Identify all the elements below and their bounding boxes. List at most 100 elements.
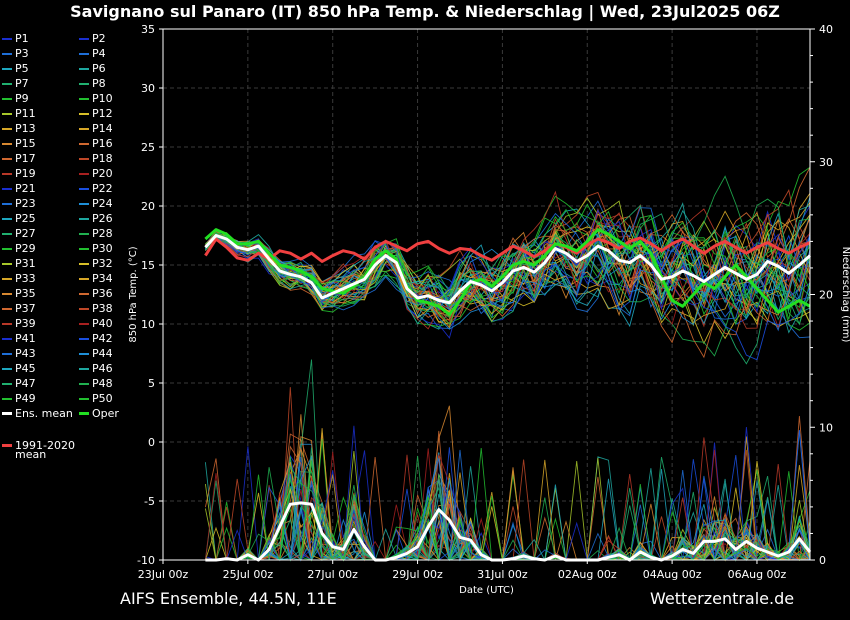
x-tick-label: 29Jul 00z (392, 568, 443, 581)
legend-item-p15-label: P15 (15, 137, 36, 150)
legend-item-p1: P1 (2, 31, 29, 46)
y-tick-label-left: 10 (141, 318, 155, 331)
legend-item-p38-label: P38 (92, 302, 113, 315)
legend-item-p24-label: P24 (92, 197, 113, 210)
legend-item-p24: P24 (79, 196, 113, 211)
y-tick-label-right: 0 (819, 554, 826, 567)
legend-item-p28: P28 (79, 226, 113, 241)
legend-item-p45-label: P45 (15, 362, 36, 375)
legend-item-p22: P22 (79, 181, 113, 196)
legend-item-p25-label: P25 (15, 212, 36, 225)
legend-item-p16-swatch (79, 142, 89, 145)
legend-item-p6: P6 (79, 61, 106, 76)
legend-item-p43: P43 (2, 346, 36, 361)
legend-item-p14: P14 (79, 121, 113, 136)
legend-item-p38-swatch (79, 307, 89, 310)
legend-item-p4: P4 (79, 46, 106, 61)
legend-item-p11-swatch (2, 112, 12, 115)
legend-item-p3-label: P3 (15, 47, 29, 60)
legend-item-p21-label: P21 (15, 182, 36, 195)
legend-item-p35-swatch (2, 292, 12, 295)
legend-item-p25-swatch (2, 217, 12, 220)
main-lines (204, 228, 812, 562)
legend-item-p2: P2 (79, 31, 106, 46)
legend-item-p19: P19 (2, 166, 36, 181)
legend-item-p26-swatch (79, 217, 89, 220)
legend-item-p31: P31 (2, 256, 36, 271)
legend-item-p6-label: P6 (92, 62, 106, 75)
legend-item-clim: 1991-2020 (2, 438, 75, 453)
member-temp-line-P36 (205, 229, 811, 359)
legend-item-ens-mean-swatch (2, 412, 12, 415)
legend-item-p2-label: P2 (92, 32, 106, 45)
legend-item-p1-swatch (2, 37, 12, 40)
x-tick-label: 04Aug 00z (643, 568, 702, 581)
legend-item-p12: P12 (79, 106, 113, 121)
legend-item-p5-swatch (2, 67, 12, 70)
legend-item-p49: P49 (2, 391, 36, 406)
legend-item-clim-label: 1991-2020 (15, 439, 75, 452)
source-credit[interactable]: Wetterzentrale.de (650, 589, 795, 608)
legend-item-p14-swatch (79, 127, 89, 130)
legend-item-p9-swatch (2, 97, 12, 100)
legend-item-p35: P35 (2, 286, 36, 301)
legend-item-p11-label: P11 (15, 107, 36, 120)
legend-item-p42: P42 (79, 331, 113, 346)
y-tick-label-left: 5 (148, 377, 155, 390)
legend-item-p12-swatch (79, 112, 89, 115)
legend-item-p36-label: P36 (92, 287, 113, 300)
legend-item-p9-label: P9 (15, 92, 29, 105)
legend-item-p6-swatch (79, 67, 89, 70)
y-tick-label-right: 10 (819, 421, 833, 434)
y-tick-label-left: -5 (144, 495, 155, 508)
legend-item-p22-label: P22 (92, 182, 113, 195)
legend-item-p19-label: P19 (15, 167, 36, 180)
legend-item-p13: P13 (2, 121, 36, 136)
legend-item-p40-label: P40 (92, 317, 113, 330)
legend-item-p27-swatch (2, 232, 12, 235)
legend-item-p33-swatch (2, 277, 12, 280)
legend-item-p8: P8 (79, 76, 106, 91)
x-axis-label: Date (UTC) (459, 585, 514, 596)
legend-item-p23: P23 (2, 196, 36, 211)
legend-item-p35-label: P35 (15, 287, 36, 300)
y-tick-label-left: -10 (137, 554, 155, 567)
legend-item-p49-label: P49 (15, 392, 36, 405)
legend-item-p46: P46 (79, 361, 113, 376)
legend-item-p36-swatch (79, 292, 89, 295)
legend-item-p48-label: P48 (92, 377, 113, 390)
x-tick-label: 25Jul 00z (223, 568, 274, 581)
legend-item-p30-swatch (79, 247, 89, 250)
legend-item-p39-swatch (2, 322, 12, 325)
member-temp-line-P14 (205, 193, 811, 325)
legend-item-p40-swatch (79, 322, 89, 325)
legend-item-p25: P25 (2, 211, 36, 226)
legend-item-p36: P36 (79, 286, 113, 301)
legend-item-p47-label: P47 (15, 377, 36, 390)
legend-item-p29-label: P29 (15, 242, 36, 255)
legend-item-p20-label: P20 (92, 167, 113, 180)
legend-item-p1-label: P1 (15, 32, 29, 45)
legend-item-p8-swatch (79, 82, 89, 85)
legend-item-p23-label: P23 (15, 197, 36, 210)
y-tick-label-left: 20 (141, 200, 155, 213)
member-precip-lines (204, 359, 811, 562)
chart-title: Savignano sul Panaro (IT) 850 hPa Temp. … (70, 2, 780, 21)
legend-item-p21-swatch (2, 187, 12, 190)
legend-item-p44: P44 (79, 346, 113, 361)
legend-item-p18-swatch (79, 157, 89, 160)
legend-item-p21: P21 (2, 181, 36, 196)
legend-item-p4-label: P4 (92, 47, 106, 60)
legend-item-p50-label: P50 (92, 392, 113, 405)
legend-item-p41-label: P41 (15, 332, 36, 345)
member-temp-line-P34 (205, 210, 811, 329)
legend-item-p27: P27 (2, 226, 36, 241)
legend-item-p24-swatch (79, 202, 89, 205)
legend-item-p37: P37 (2, 301, 36, 316)
legend-item-p45: P45 (2, 361, 36, 376)
legend-item-p42-label: P42 (92, 332, 113, 345)
legend-item-p32-label: P32 (92, 257, 113, 270)
legend-item-p5: P5 (2, 61, 29, 76)
legend-item-p8-label: P8 (92, 77, 106, 90)
x-tick-label: 06Aug 00z (728, 568, 787, 581)
